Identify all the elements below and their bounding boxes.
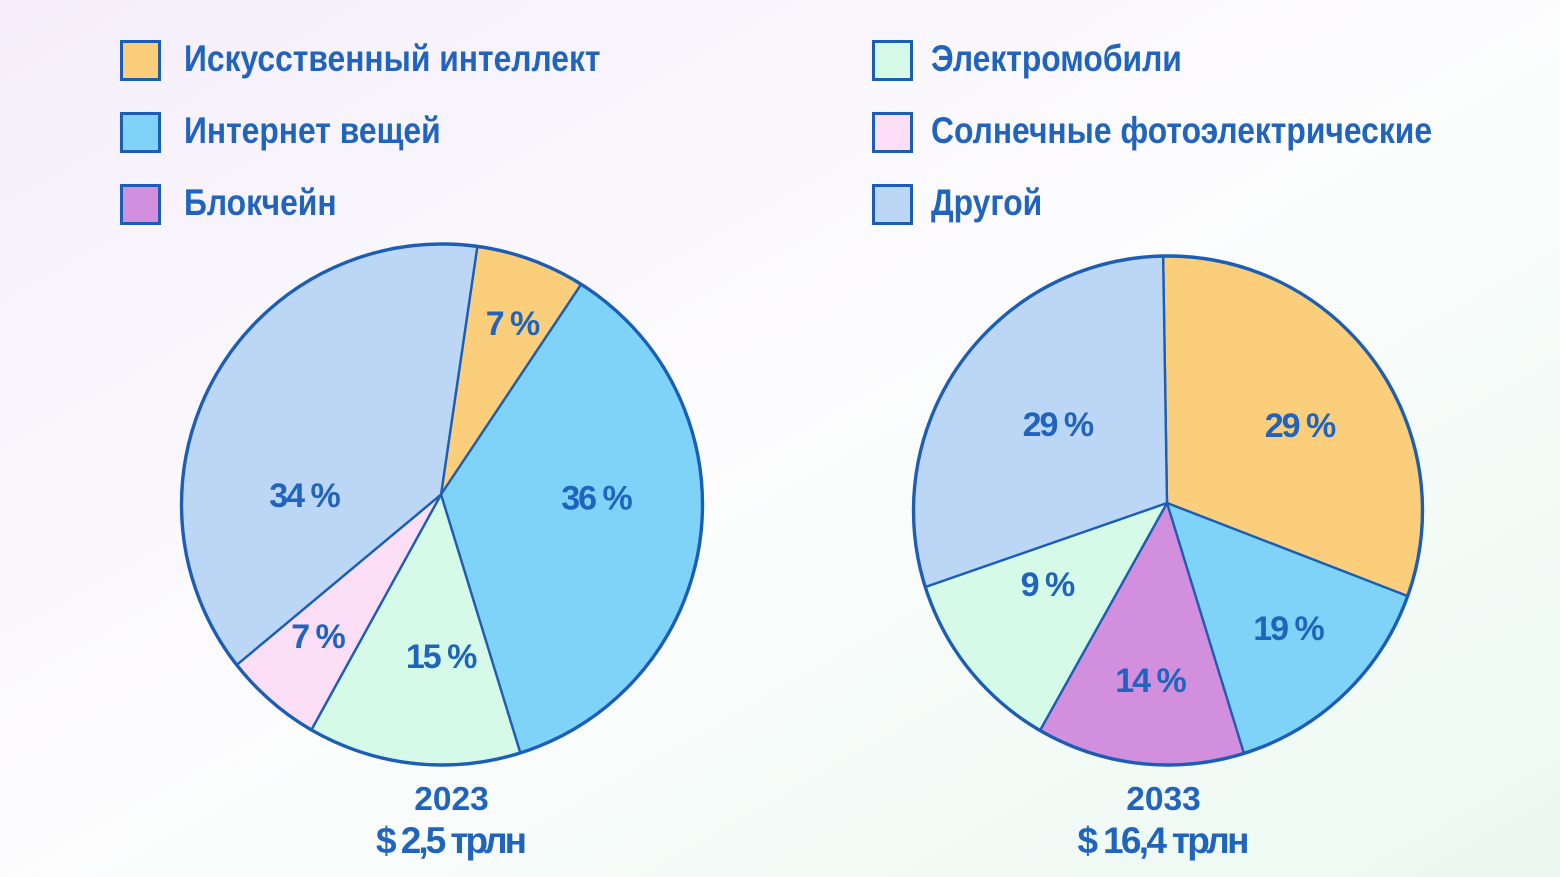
svg-text:2023: 2023 [414,781,489,818]
svg-text:$ 16,4 трлн: $ 16,4 трлн [1078,820,1250,861]
svg-text:36 %: 36 % [561,480,632,518]
svg-text:7 %: 7 % [291,618,345,656]
svg-text:14 %: 14 % [1115,662,1186,700]
svg-text:$ 2,5 трлн: $ 2,5 трлн [376,820,527,861]
svg-text:2033: 2033 [1126,781,1201,818]
svg-text:34 %: 34 % [269,477,340,515]
svg-text:29 %: 29 % [1023,406,1094,444]
svg-text:15 %: 15 % [406,638,477,676]
svg-text:19 %: 19 % [1253,610,1324,648]
svg-text:9 %: 9 % [1021,566,1075,604]
svg-text:7 %: 7 % [486,305,540,343]
svg-text:29 %: 29 % [1265,407,1336,445]
